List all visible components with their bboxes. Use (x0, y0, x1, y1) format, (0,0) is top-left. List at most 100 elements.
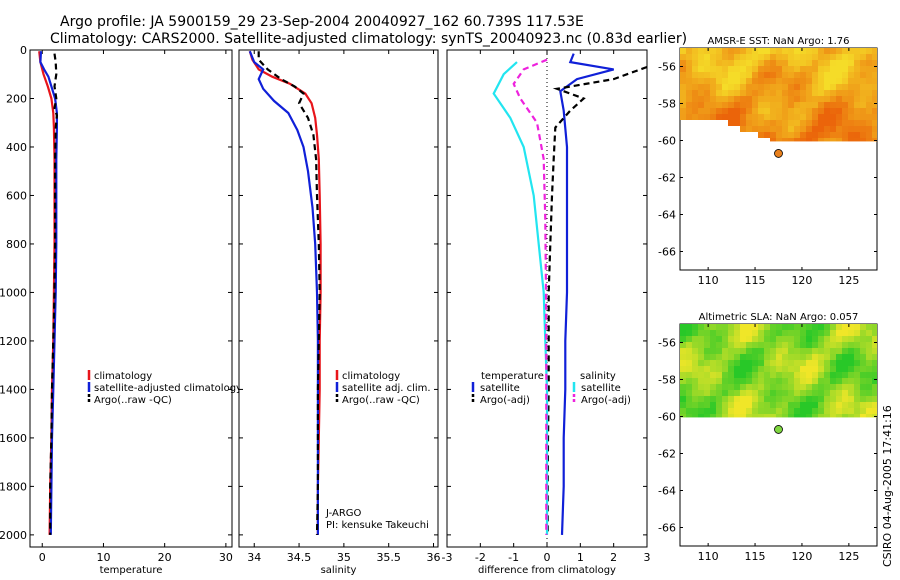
heatmap-cell-sla-map (800, 366, 806, 372)
heatmap-cell-sla-map (794, 408, 800, 414)
heatmap-cell-sst-map (812, 114, 818, 120)
heatmap-cell-sla-map (800, 378, 806, 384)
heatmap-cell-sla-map (848, 378, 854, 384)
heatmap-cell-sst-map (848, 90, 854, 96)
heatmap-cell-sst-map (710, 78, 716, 84)
heatmap-cell-sst-map (782, 114, 788, 120)
heatmap-cell-sst-map (770, 102, 776, 108)
heatmap-cell-sst-map (800, 114, 806, 120)
heatmap-cell-sst-map (776, 126, 782, 132)
heatmap-cell-sla-map (788, 414, 794, 418)
heatmap-cell-sst-map (776, 108, 782, 114)
heatmap-cell-sst-map (818, 120, 824, 126)
heatmap-cell-sla-map (854, 336, 860, 342)
heatmap-cell-sla-map (794, 354, 800, 360)
heatmap-cell-sla-map (836, 330, 842, 336)
heatmap-cell-sla-map (854, 378, 860, 384)
heatmap-cell-sla-map (866, 354, 872, 360)
heatmap-cell-sst-map (764, 114, 770, 120)
heatmap-cell-sla-map (812, 414, 818, 418)
heatmap-cell-sla-map (710, 396, 716, 402)
heatmap-cell-sst-map (776, 78, 782, 84)
heatmap-cell-sst-map (686, 90, 692, 96)
heatmap-cell-sla-map (836, 402, 842, 408)
heatmap-cell-sla-map (764, 402, 770, 408)
heatmap-cell-sla-map (740, 384, 746, 390)
heatmap-cell-sla-map (746, 396, 752, 402)
heatmap-cell-sla-map (764, 366, 770, 372)
heatmap-cell-sla-map (716, 402, 722, 408)
heatmap-cell-sla-map (686, 372, 692, 378)
heatmap-cell-sla-map (854, 384, 860, 390)
heatmap-cell-sla-map (866, 378, 872, 384)
heatmap-cell-sla-map (692, 330, 698, 336)
heatmap-cell-sla-map (740, 324, 746, 330)
heatmap-cell-sla-map (794, 414, 800, 418)
heatmap-cell-sla-map (698, 384, 704, 390)
heatmap-cell-sst-map (854, 126, 860, 132)
heatmap-cell-sla-map (692, 390, 698, 396)
heatmap-cell-sla-map (782, 378, 788, 384)
heatmap-cell-sst-map (698, 108, 704, 114)
heatmap-cell-sst-map (710, 102, 716, 108)
heatmap-cell-sla-map (794, 396, 800, 402)
heatmap-cell-sst-map (860, 132, 866, 138)
heatmap-cell-sst-map (758, 48, 764, 54)
heatmap-cell-sla-map (686, 390, 692, 396)
heatmap-cell-sst-map (794, 78, 800, 84)
heatmap-cell-sst-map (824, 90, 830, 96)
heatmap-cell-sla-map (752, 390, 758, 396)
heatmap-cell-sst-map (800, 90, 806, 96)
heatmap-cell-sla-map (824, 330, 830, 336)
heatmap-cell-sla-map (758, 366, 764, 372)
heatmap-cell-sla-map (722, 342, 728, 348)
heatmap-cell-sla-map (692, 408, 698, 414)
heatmap-cell-sla-map (704, 324, 710, 330)
heatmap-cell-sla-map (800, 324, 806, 330)
heatmap-cell-sst-map (836, 78, 842, 84)
heatmap-cell-sst-map (752, 108, 758, 114)
heatmap-cell-sst-map (722, 72, 728, 78)
heatmap-cell-sst-map (812, 102, 818, 108)
heatmap-cell-sst-map (722, 90, 728, 96)
heatmap-cell-sst-map (788, 66, 794, 72)
heatmap-cell-sst-map (818, 72, 824, 78)
heatmap-cell-sst-map (734, 72, 740, 78)
heatmap-cell-sla-map (866, 324, 872, 330)
heatmap-cell-sst-map (812, 90, 818, 96)
heatmap-cell-sla-map (830, 372, 836, 378)
map-x-tick-label-sst-map: 120 (791, 274, 812, 287)
heatmap-cell-sla-map (860, 366, 866, 372)
heatmap-cell-sst-map (854, 108, 860, 114)
heatmap-cell-sla-map (704, 390, 710, 396)
heatmap-cell-sst-map (770, 138, 776, 142)
heatmap-cell-sst-map (860, 108, 866, 114)
heatmap-cell-sla-map (686, 360, 692, 366)
heatmap-cell-sst-map (854, 114, 860, 120)
heatmap-cell-sst-map (680, 90, 686, 96)
heatmap-cell-sla-map (680, 402, 686, 408)
heatmap-cell-sla-map (794, 330, 800, 336)
heatmap-cell-sst-map (842, 102, 848, 108)
heatmap-cell-sla-map (854, 342, 860, 348)
heatmap-cell-sla-map (740, 402, 746, 408)
heatmap-cell-sst-map (806, 102, 812, 108)
heatmap-cell-sst-map (818, 96, 824, 102)
heatmap-cell-sla-map (764, 414, 770, 418)
heatmap-cell-sla-map (818, 390, 824, 396)
heatmap-cell-sla-map (698, 348, 704, 354)
heatmap-cell-sla-map (806, 408, 812, 414)
heatmap-cell-sst-map (764, 54, 770, 60)
heatmap-cell-sst-map (704, 72, 710, 78)
heatmap-cell-sst-map (836, 126, 842, 132)
heatmap-cell-sla-map (758, 396, 764, 402)
heatmap-cell-sla-map (872, 336, 877, 342)
heatmap-cell-sla-map (692, 354, 698, 360)
heatmap-cell-sla-map (740, 330, 746, 336)
heatmap-cell-sst-map (818, 132, 824, 138)
heatmap-cell-sla-map (824, 354, 830, 360)
heatmap-cell-sst-map (710, 114, 716, 120)
heatmap-cell-sla-map (716, 330, 722, 336)
heatmap-cell-sst-map (686, 72, 692, 78)
